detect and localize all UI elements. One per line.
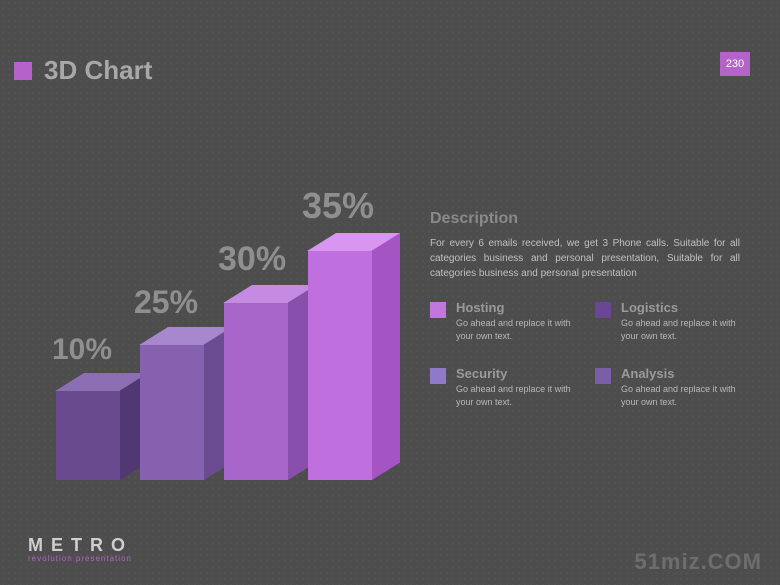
legend-text: Go ahead and replace it with your own te… (621, 383, 750, 408)
page-number-badge: 230 (720, 52, 750, 76)
description-text: For every 6 emails received, we get 3 Ph… (430, 236, 740, 281)
legend-swatch (595, 368, 611, 384)
bar-0: 10% (56, 373, 148, 481)
bar-label-1: 25% (134, 284, 198, 321)
legend-text: Go ahead and replace it with your own te… (456, 317, 585, 342)
legend: Hosting Go ahead and replace it with your… (430, 300, 750, 408)
bar-3: 35% (308, 233, 400, 481)
watermark: 51miz.COM (634, 549, 762, 575)
legend-title: Security (456, 366, 585, 381)
legend-text: Go ahead and replace it with your own te… (621, 317, 750, 342)
bar-chart-3d: 10%25%30%35% (40, 150, 420, 490)
legend-item-3: Analysis Go ahead and replace it with you… (595, 366, 750, 408)
legend-title: Logistics (621, 300, 750, 315)
brand-main: METRO (28, 535, 133, 556)
legend-item-0: Hosting Go ahead and replace it with your… (430, 300, 585, 342)
brand: METRO revolution presentation (28, 535, 133, 563)
header: 3D Chart (14, 55, 152, 86)
description-block: Description For every 6 emails received,… (430, 210, 740, 281)
legend-item-2: Security Go ahead and replace it with you… (430, 366, 585, 408)
page-title: 3D Chart (44, 55, 152, 86)
legend-swatch (595, 302, 611, 318)
description-title: Description (430, 210, 740, 228)
legend-swatch (430, 368, 446, 384)
bar-1: 25% (140, 327, 232, 481)
bar-label-3: 35% (302, 185, 374, 227)
legend-text: Go ahead and replace it with your own te… (456, 383, 585, 408)
legend-title: Hosting (456, 300, 585, 315)
header-accent (14, 62, 32, 80)
brand-sub: revolution presentation (28, 554, 133, 563)
legend-title: Analysis (621, 366, 750, 381)
bar-label-0: 10% (52, 333, 112, 367)
bar-2: 30% (224, 285, 316, 481)
bar-label-2: 30% (218, 240, 286, 279)
legend-item-1: Logistics Go ahead and replace it with yo… (595, 300, 750, 342)
legend-swatch (430, 302, 446, 318)
